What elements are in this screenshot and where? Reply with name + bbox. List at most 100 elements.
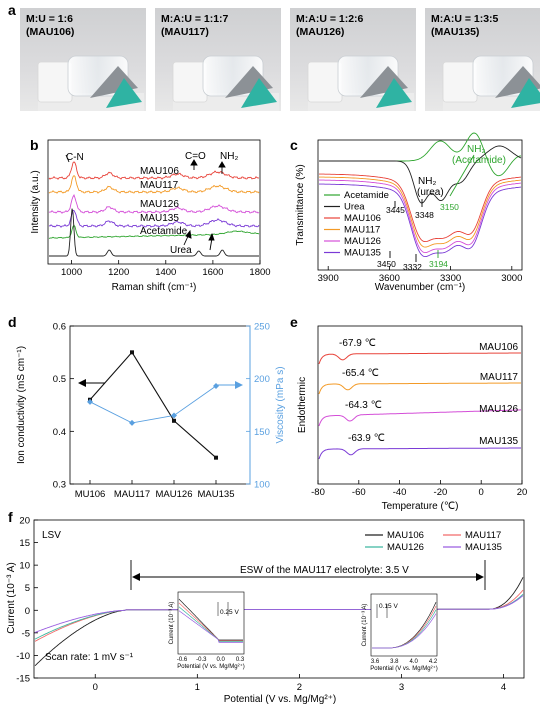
- inset-curve: [178, 610, 243, 643]
- panel-d-right-tick-label: 100: [254, 480, 270, 491]
- lsv-legend-label: MAU106: [387, 530, 424, 541]
- lsv-y-tick-label: -15: [16, 674, 30, 685]
- inset-x-label: Potential (V vs. Mg/Mg²⁺): [177, 663, 245, 670]
- ftir-nh2-acetamide: NH₂: [467, 144, 485, 155]
- photo-card: M:A:U = 1:3:5(MAU135): [425, 8, 540, 111]
- panel-e-frame: [317, 325, 523, 485]
- dsc-x-label: Temperature (℃): [382, 501, 459, 512]
- dsc-onset-temp: -64.3 ℃: [345, 400, 382, 411]
- panel-d-right-tick-label: 200: [254, 374, 270, 385]
- photo-sample: (MAU126): [296, 26, 344, 38]
- inset-x-tick-label: -0.6: [177, 657, 188, 663]
- raman-series-label: MAU126: [140, 199, 179, 210]
- panel-d-line-conductivity: [89, 351, 217, 459]
- inset-gap-label: 0.25 V: [220, 609, 239, 616]
- panel-d-label: d: [8, 314, 17, 330]
- raman-co-annotation: C=O: [185, 151, 206, 162]
- inset-curve: [178, 606, 243, 642]
- photo-card: M:A:U = 1:1:7(MAU117): [155, 8, 281, 111]
- panel-b: b 1000 1200 1400 1600 1800 Raman shift (cm⁻¹…: [30, 137, 271, 293]
- photo-sample: (MAU106): [26, 26, 74, 38]
- raman-spectra: [48, 161, 260, 257]
- holder-base: [376, 78, 412, 108]
- raman-series-label: MAU106: [140, 166, 179, 177]
- panel-b-label: b: [30, 137, 39, 153]
- dsc-labels: -67.9 ℃ MAU106 -65.4 ℃ MAU117 -64.3 ℃ MAU126 -…: [339, 338, 518, 447]
- vial-cap: [37, 61, 73, 103]
- holder-base: [511, 78, 540, 108]
- ftir-line-mixture: [319, 173, 522, 243]
- lsv-y-tick-label: 20: [19, 516, 30, 527]
- dsc-x-ticks: -80 -60 -40 -20 0 20: [311, 480, 527, 498]
- dsc-sample-name: MAU126: [479, 404, 518, 415]
- panel-d-viscosity-point: [129, 419, 135, 426]
- photo-ratio: M:A:U = 1:3:5: [431, 13, 499, 25]
- ftir-x-ticks: 3900 3600 3300 3000: [318, 266, 522, 284]
- vial-cap: [307, 61, 343, 103]
- raman-y-label: Intensity (a.u.): [30, 170, 41, 233]
- raman-line-acetamide: [48, 224, 260, 239]
- raman-line-mau117: [48, 174, 260, 194]
- panel-e-label: e: [290, 314, 298, 330]
- ftir-y-label: Transmittance (%): [295, 164, 306, 245]
- panel-a: a M:U = 1:6(MAU106)M:A:U = 1:1:7(MAU117)…: [8, 2, 540, 111]
- lsv-y-tick-label: -5: [22, 628, 30, 639]
- inset-x-label: Potential (V vs. Mg/Mg²⁺): [370, 665, 438, 672]
- ftir-legend-label: MAU126: [344, 236, 381, 247]
- raman-x-tick-label: 1000: [61, 267, 82, 278]
- panel-f-label: f: [8, 509, 13, 525]
- lsv-y-tick-label: 10: [19, 561, 30, 572]
- ftir-line-mixture: [319, 179, 522, 254]
- raman-x-label: Raman shift (cm⁻¹): [112, 282, 197, 293]
- lsv-curves: [34, 577, 524, 667]
- inset-x-tick-label: 4.2: [429, 659, 438, 665]
- dsc-x-tick-label: -60: [352, 487, 366, 498]
- lsv-curve: [34, 595, 524, 633]
- photo-ratio: M:U = 1:6: [26, 13, 73, 25]
- ftir-urea-tag: (urea): [417, 187, 444, 198]
- lsv-axes: -15 -10 -5 0 5 10 15 20 0 1 2 3 4: [16, 516, 506, 694]
- dsc-trace: [318, 447, 521, 460]
- ftir-nh2-urea: NH₂: [418, 176, 436, 187]
- ftir-peak-3150: 3150: [440, 202, 459, 212]
- panel-d-axes: 0.3 0.4 0.5 0.6 100 150 200 250 MU106 MAU117 MAU12…: [53, 322, 270, 501]
- panel-d-axis-arrows: [78, 379, 243, 389]
- ftir-peak-3332: 3332: [403, 262, 422, 272]
- ftir-line-mixture: [319, 176, 522, 248]
- photo-card: M:A:U = 1:2:6(MAU126): [290, 8, 416, 111]
- lsv-y-label: Current (10⁻³ A): [6, 562, 17, 633]
- photo-card: M:U = 1:6(MAU106): [20, 8, 146, 111]
- dsc-trace: [318, 409, 521, 427]
- panel-c-label: c: [290, 137, 298, 153]
- ftir-x-tick-label: 3900: [318, 273, 339, 284]
- panel-d-right-tick-label: 250: [254, 322, 270, 333]
- photo-sample: (MAU117): [161, 26, 209, 38]
- raman-line-mau106: [48, 161, 260, 180]
- dsc-x-tick-label: -20: [434, 487, 448, 498]
- raman-x-tick-label: 1200: [108, 267, 129, 278]
- raman-x-tick-label: 1600: [202, 267, 223, 278]
- dsc-x-tick-label: 0: [479, 487, 484, 498]
- panel-d-x-tick-label: MAU135: [198, 489, 235, 500]
- inset-y-label: Current (10⁻³ A): [169, 602, 175, 645]
- dsc-sample-name: MAU106: [479, 342, 518, 353]
- dsc-onset-temp: -65.4 ℃: [342, 368, 379, 379]
- vial-cap: [442, 61, 478, 103]
- lsv-x-tick-label: 4: [501, 682, 506, 693]
- panel-c: c 3900 3600 3300 3000 Wavenumber (cm⁻¹) Tra…: [290, 132, 523, 293]
- ftir-x-label: Wavenumber (cm⁻¹): [375, 282, 465, 293]
- ftir-annotations: NH₂ (Acetamide) NH₂ (urea) 3445 3348 315…: [377, 144, 506, 272]
- inset-x-tick-label: 3.8: [390, 659, 399, 665]
- inset-curve: [372, 613, 437, 649]
- ftir-line-urea: [319, 145, 522, 204]
- dsc-x-tick-label: -40: [393, 487, 407, 498]
- lsv-curve: [34, 589, 524, 642]
- ftir-peak-3194: 3194: [429, 259, 448, 269]
- ftir-acetamide-tag: (Acetamide): [452, 155, 506, 166]
- photo-sample: (MAU135): [431, 26, 479, 38]
- photo-ratio: M:A:U = 1:1:7: [161, 13, 229, 25]
- ftir-peak-3348: 3348: [415, 210, 434, 220]
- ftir-x-tick-label: 3600: [379, 273, 400, 284]
- panel-d-conductivity-point: [130, 350, 134, 355]
